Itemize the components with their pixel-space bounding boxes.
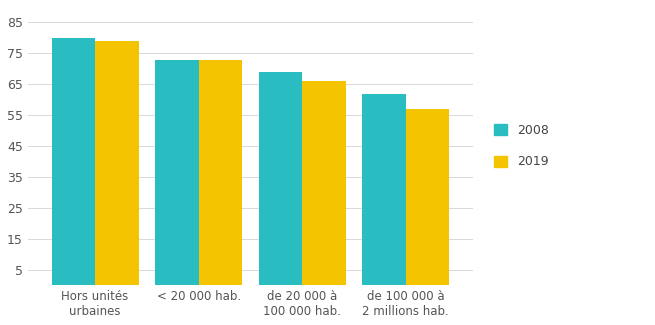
Bar (95, 41, 139, 285)
Bar (259, 72, 302, 285)
Legend: 2008, 2019: 2008, 2019 (488, 117, 555, 175)
Bar (155, 59, 198, 285)
Bar (198, 59, 242, 285)
Bar (302, 81, 346, 285)
Bar (52, 38, 95, 285)
Bar (405, 109, 449, 285)
Bar (362, 94, 405, 285)
